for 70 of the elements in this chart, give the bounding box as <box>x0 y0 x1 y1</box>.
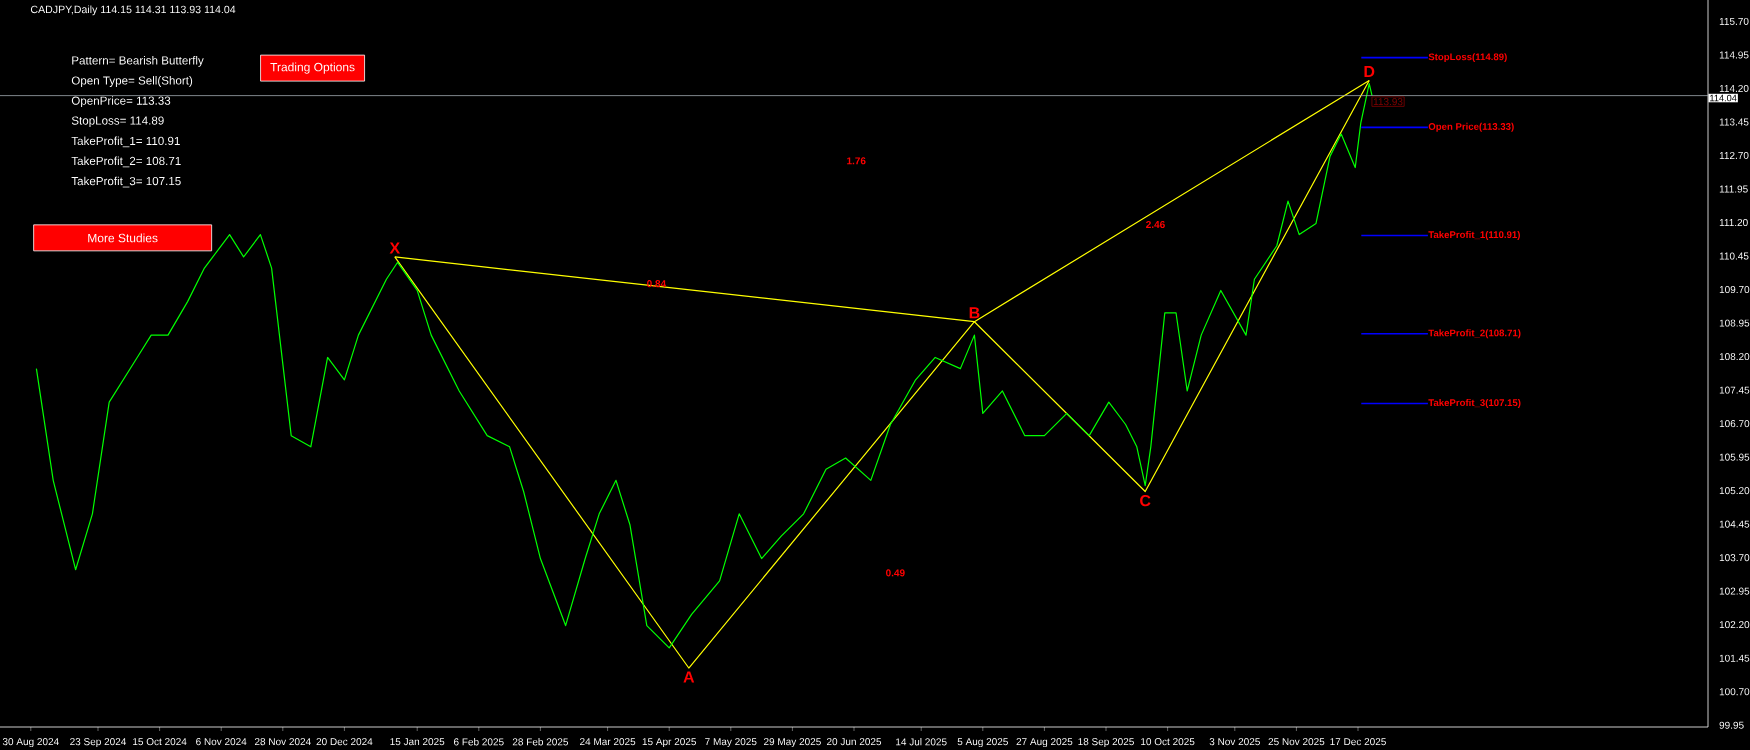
x-tick-label: 18 Sep 2025 <box>1078 738 1134 748</box>
x-tick-label: 28 Feb 2025 <box>512 738 569 746</box>
x-tick-label: 6 Feb 2025 <box>454 738 504 746</box>
y-tick-label: 108.95 <box>1719 319 1750 327</box>
x-tick-label: 7 May 2025 <box>705 738 757 748</box>
y-tick-label: 114.20 <box>1719 84 1749 92</box>
x-tick-label: 3 Nov 2025 <box>1209 738 1260 746</box>
x-tick-label: 15 Apr 2025 <box>642 738 697 748</box>
x-tick-label: 10 Oct 2025 <box>1141 738 1195 746</box>
x-tick-label: 14 Jul 2025 <box>896 738 947 746</box>
annotation: More Studies <box>88 233 158 243</box>
x-tick-label: 20 Jun 2025 <box>826 738 882 746</box>
ref-line-label: Open Price(113.33) <box>1428 122 1514 132</box>
x-tick-label: 30 Aug 2024 <box>2 738 59 748</box>
annotation: X <box>389 242 401 254</box>
annotation: TakeProfit_3= 107.15 <box>71 176 181 188</box>
x-tick-label: 25 Nov 2025 <box>1268 738 1325 746</box>
annotation: Trading Options <box>270 62 355 74</box>
annotation: Pattern= Bearish Butterfly <box>72 56 204 67</box>
x-tick-label: 27 Aug 2025 <box>1016 738 1073 748</box>
ref-line-label: 114.04 <box>1710 94 1737 102</box>
y-tick-label: 112.70 <box>1719 151 1749 160</box>
annotation: 1.76 <box>847 157 866 165</box>
y-tick-label: 111.95 <box>1719 185 1748 193</box>
annotation: StopLoss= 114.89 <box>71 116 164 127</box>
x-tick-label: 24 Mar 2025 <box>580 738 636 746</box>
x-tick-label: 5 Aug 2025 <box>957 738 1008 748</box>
annotation: TakeProfit_1= 110.91 <box>71 136 180 148</box>
y-tick-label: 104.45 <box>1719 520 1750 528</box>
annotation: B <box>969 307 980 319</box>
annotation: 0.49 <box>886 569 905 577</box>
y-tick-label: 115.70 <box>1719 17 1749 25</box>
ref-line-label: TakeProfit_1(110.91) <box>1428 230 1520 240</box>
ref-line-label: TakeProfit_3(107.15) <box>1428 399 1521 408</box>
y-tick-label: 113.45 <box>1719 118 1749 126</box>
ref-line-label: TakeProfit_2(108.71) <box>1428 329 1521 339</box>
annotation: TakeProfit_2= 108.71 <box>71 156 181 168</box>
annotation: 113.93 <box>1373 98 1403 106</box>
y-tick-label: 108.20 <box>1719 353 1750 361</box>
annotation: OpenPrice= 113.33 <box>71 96 171 108</box>
x-tick-label: 29 May 2025 <box>764 738 821 748</box>
y-tick-label: 111.20 <box>1719 218 1748 227</box>
y-tick-label: 102.95 <box>1719 587 1750 595</box>
y-tick-label: 99.95 <box>1719 721 1744 729</box>
y-tick-label: 114.95 <box>1719 51 1749 59</box>
y-tick-label: 110.45 <box>1719 252 1749 260</box>
y-tick-label: 109.70 <box>1719 285 1750 294</box>
x-tick-label: 23 Sep 2024 <box>70 738 127 748</box>
y-tick-label: 101.45 <box>1719 654 1750 662</box>
annotation: 2.46 <box>1146 220 1165 229</box>
annotation: A <box>683 671 695 683</box>
y-tick-label: 107.45 <box>1719 386 1750 394</box>
x-tick-label: 6 Nov 2024 <box>196 738 247 746</box>
ref-line-label: StopLoss(114.89) <box>1428 53 1507 63</box>
x-tick-label: 28 Nov 2024 <box>254 738 311 746</box>
y-tick-label: 106.70 <box>1719 420 1750 428</box>
x-tick-label: 15 Oct 2024 <box>133 738 187 746</box>
y-tick-label: 105.20 <box>1719 487 1750 495</box>
annotation: C <box>1140 494 1151 507</box>
y-tick-label: 100.70 <box>1719 688 1750 696</box>
x-tick-label: 15 Jan 2025 <box>390 738 445 746</box>
chart-title: CADJPY,Daily 114.15 114.31 113.93 114.04 <box>30 5 236 16</box>
x-tick-label: 17 Dec 2025 <box>1330 738 1386 746</box>
y-tick-label: 102.20 <box>1719 621 1750 629</box>
y-tick-label: 105.95 <box>1719 453 1750 461</box>
annotation: Open Type= Sell(Short) <box>71 76 193 87</box>
y-tick-label: 103.70 <box>1719 554 1750 562</box>
x-tick-label: 20 Dec 2024 <box>316 738 373 746</box>
annotation: 0.84 <box>647 280 667 288</box>
annotation: D <box>1364 66 1375 78</box>
